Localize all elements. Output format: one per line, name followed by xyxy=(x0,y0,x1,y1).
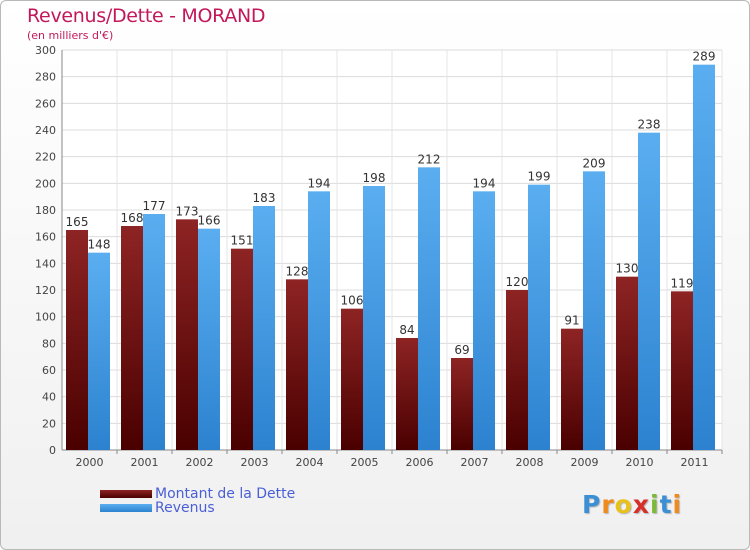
x-tick-label: 2004 xyxy=(296,456,324,469)
bars xyxy=(66,64,715,451)
bar-revenue xyxy=(418,167,440,451)
data-label-revenue: 166 xyxy=(198,214,221,228)
data-label-revenue: 289 xyxy=(693,50,716,64)
y-tick-label: 0 xyxy=(49,444,56,457)
bar-revenue xyxy=(473,191,495,451)
data-label-debt: 165 xyxy=(66,215,89,229)
logo-letter: i xyxy=(672,490,683,519)
bar-debt xyxy=(451,358,473,450)
x-tick-label: 2001 xyxy=(131,456,159,469)
chart-subtitle: (en milliers d'€) xyxy=(27,29,114,42)
bar-revenue xyxy=(198,228,220,450)
data-label-debt: 168 xyxy=(121,211,144,225)
y-tick-label: 240 xyxy=(35,124,56,137)
y-tick-label: 180 xyxy=(35,204,56,217)
bar-revenue xyxy=(638,132,660,450)
bar-debt xyxy=(231,248,253,450)
bar-revenue xyxy=(693,64,715,451)
data-label-debt: 130 xyxy=(616,262,639,276)
data-label-debt: 151 xyxy=(231,234,254,248)
data-label-debt: 106 xyxy=(341,294,364,308)
grid-lines xyxy=(61,49,723,451)
legend-label-revenue: Revenus xyxy=(155,500,215,516)
bar-revenue xyxy=(143,214,165,450)
x-tick-label: 2002 xyxy=(186,456,214,469)
bar-revenue xyxy=(308,191,330,451)
y-tick-label: 20 xyxy=(42,417,56,430)
x-tick-label: 2006 xyxy=(406,456,434,469)
logo-letter: t xyxy=(659,490,673,519)
bar-debt xyxy=(66,230,88,450)
bar-revenue xyxy=(528,184,550,450)
y-tick-label: 100 xyxy=(35,311,56,324)
x-tick-label: 2011 xyxy=(681,456,709,469)
data-label-revenue: 212 xyxy=(418,152,441,166)
data-label-revenue: 194 xyxy=(308,176,331,190)
data-label-debt: 128 xyxy=(286,264,309,278)
bar-debt xyxy=(286,279,308,450)
x-tick-label: 2008 xyxy=(516,456,544,469)
legend-label-debt: Montant de la Dette xyxy=(155,486,296,502)
logo-letter: i xyxy=(650,490,660,519)
x-tick-label: 2005 xyxy=(351,456,379,469)
data-label-debt: 120 xyxy=(506,275,529,289)
bar-debt xyxy=(341,308,363,450)
bar-debt xyxy=(506,290,528,450)
legend-swatch-revenue xyxy=(100,504,152,512)
chart-title: Revenus/Dette - MORAND xyxy=(27,5,266,27)
logo-letter: r xyxy=(601,490,615,519)
y-tick-label: 40 xyxy=(42,391,56,404)
data-label-revenue: 238 xyxy=(638,118,661,132)
proxiti-logo: Proxiti xyxy=(582,490,682,519)
x-tick-label: 2000 xyxy=(76,456,104,469)
y-tick-label: 280 xyxy=(35,71,56,84)
data-label-revenue: 199 xyxy=(528,170,551,184)
bar-revenue xyxy=(88,252,110,450)
bar-debt xyxy=(671,291,693,450)
axes: 0 20 40 60 80 100 120 140 160 180 200 220 240 260 280 3… xyxy=(35,44,723,469)
bar-revenue xyxy=(253,206,275,450)
data-labels: 165 168 173 151 128 106 84 69 120 91 130 119 148 177 1… xyxy=(66,50,716,357)
logo-letter: P xyxy=(582,490,602,519)
y-tick-label: 300 xyxy=(35,44,56,57)
data-label-revenue: 194 xyxy=(473,176,496,190)
data-label-revenue: 209 xyxy=(583,156,606,170)
y-tick-label: 60 xyxy=(42,364,56,377)
x-tick-label: 2010 xyxy=(626,456,654,469)
bar-debt xyxy=(396,338,418,450)
y-tick-label: 220 xyxy=(35,151,56,164)
data-label-debt: 84 xyxy=(399,323,414,337)
data-label-revenue: 183 xyxy=(253,191,276,205)
y-tick-label: 120 xyxy=(35,284,56,297)
x-tick-label: 2003 xyxy=(241,456,269,469)
bar-debt xyxy=(616,276,638,450)
data-label-revenue: 148 xyxy=(88,238,111,252)
y-tick-label: 80 xyxy=(42,337,56,350)
y-tick-label: 160 xyxy=(35,231,56,244)
bar-debt xyxy=(561,328,583,450)
data-label-revenue: 198 xyxy=(363,171,386,185)
bar-debt xyxy=(176,219,198,450)
y-tick-label: 200 xyxy=(35,177,56,190)
x-tick-label: 2007 xyxy=(461,456,489,469)
bar-revenue xyxy=(363,186,385,450)
logo-letter: o xyxy=(614,490,633,519)
data-label-debt: 91 xyxy=(564,314,579,328)
bar-revenue xyxy=(583,171,605,451)
data-label-debt: 69 xyxy=(454,343,469,357)
legend-swatch-debt xyxy=(100,490,152,498)
logo-letter: x xyxy=(632,490,650,519)
data-label-debt: 119 xyxy=(671,276,694,290)
x-tick-label: 2009 xyxy=(571,456,599,469)
y-tick-label: 260 xyxy=(35,97,56,110)
y-tick-label: 140 xyxy=(35,257,56,270)
data-label-debt: 173 xyxy=(176,204,199,218)
data-label-revenue: 177 xyxy=(143,199,166,213)
bar-debt xyxy=(121,226,143,450)
